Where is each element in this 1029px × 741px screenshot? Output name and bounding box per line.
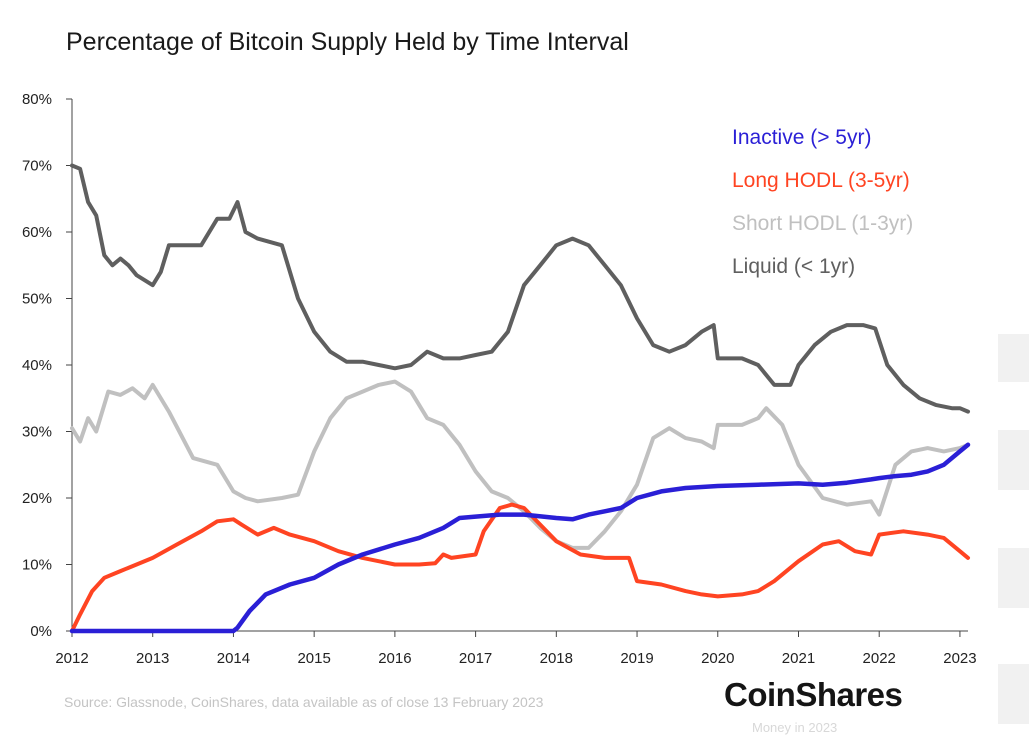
series-line-short-hodl — [70, 379, 970, 550]
x-tick-label: 2020 — [701, 650, 734, 667]
edge-decoration — [998, 664, 1029, 724]
x-tick-label: 2021 — [782, 650, 815, 667]
brand-subtitle: Money in 2023 — [752, 720, 838, 735]
y-tick-label: 50% — [22, 291, 52, 308]
x-tick-label: 2013 — [136, 650, 169, 667]
y-tick-label: 80% — [22, 91, 52, 108]
series-line-long-hodl — [70, 502, 970, 633]
y-tick-label: 30% — [22, 424, 52, 441]
y-tick-label: 20% — [22, 490, 52, 507]
x-tick-label: 2016 — [378, 650, 411, 667]
chart-title: Percentage of Bitcoin Supply Held by Tim… — [66, 28, 629, 56]
x-tick-label: 2015 — [297, 650, 330, 667]
edge-decoration — [998, 430, 1029, 490]
source-note: Source: Glassnode, CoinShares, data avai… — [64, 694, 544, 710]
x-tick-label: 2018 — [540, 650, 573, 667]
series-line-liquid — [70, 163, 970, 414]
legend-item-inactive: Inactive (> 5yr) — [732, 126, 872, 149]
x-tick-label: 2019 — [620, 650, 653, 667]
x-tick-label: 2012 — [55, 650, 88, 667]
series-layer — [69, 163, 971, 634]
legend-item-liquid: Liquid (< 1yr) — [732, 255, 856, 278]
y-tick-label: 10% — [22, 557, 52, 574]
x-axis: 2012 2013 2014 2015 2016 2017 2018 2019 2020 2021… — [55, 630, 977, 667]
y-tick-label: 0% — [30, 623, 52, 640]
coinshares-logo: CoinShares — [724, 676, 903, 713]
x-tick-label: 2022 — [863, 650, 896, 667]
chart-legend: Inactive (> 5yr) Long HODL (3-5yr) Short… — [732, 124, 913, 296]
series-line-inactive — [69, 442, 971, 634]
legend-item-short-hodl: Short HODL (1-3yr) — [732, 212, 914, 235]
legend-item-long-hodl: Long HODL (3-5yr) — [732, 169, 910, 192]
x-tick-label: 2014 — [217, 650, 250, 667]
y-tick-label: 40% — [22, 357, 52, 374]
x-tick-label: 2023 — [943, 650, 976, 667]
x-tick-label: 2017 — [459, 650, 492, 667]
edge-decoration — [998, 334, 1029, 382]
y-tick-label: 60% — [22, 224, 52, 241]
y-axis: 0% 10% 20% 30% 40% 50% 60% 70% 80% — [22, 91, 73, 640]
y-tick-label: 70% — [22, 158, 52, 175]
edge-decoration — [998, 548, 1029, 608]
